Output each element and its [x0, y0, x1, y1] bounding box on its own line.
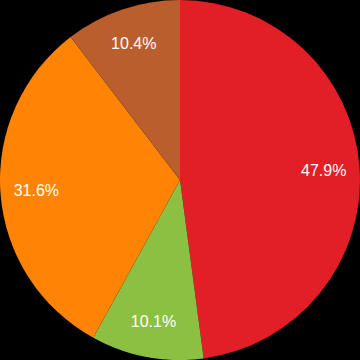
data-label: 10.4% — [111, 35, 156, 52]
data-label: 10.1% — [131, 313, 176, 330]
chart: 47.9% 10.1% 31.6% 10.4% — [0, 0, 360, 360]
data-label: 31.6% — [14, 182, 59, 199]
pie — [0, 0, 360, 360]
pie-slice — [180, 0, 360, 358]
data-labels: 47.9% 10.1% 31.6% 10.4% — [14, 35, 347, 330]
data-label: 47.9% — [301, 162, 346, 179]
pie-slice — [71, 0, 180, 180]
